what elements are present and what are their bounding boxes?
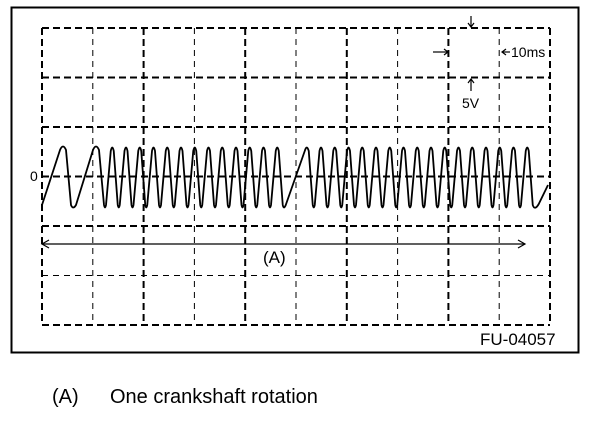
figure-frame xyxy=(10,6,580,354)
time-scale-label: 10ms xyxy=(511,44,546,60)
rotation-range-arrow xyxy=(40,239,527,249)
range-label: (A) xyxy=(263,248,286,267)
figure-id: FU-04057 xyxy=(480,330,556,349)
volt-scale-label: 5V xyxy=(462,95,480,111)
caption-text: One crankshaft rotation xyxy=(110,386,318,408)
waveform xyxy=(41,145,549,209)
zero-level-label: 0 xyxy=(30,168,38,184)
scale-markers xyxy=(433,16,510,91)
caption-key: (A) xyxy=(52,386,79,408)
grid xyxy=(41,27,551,326)
